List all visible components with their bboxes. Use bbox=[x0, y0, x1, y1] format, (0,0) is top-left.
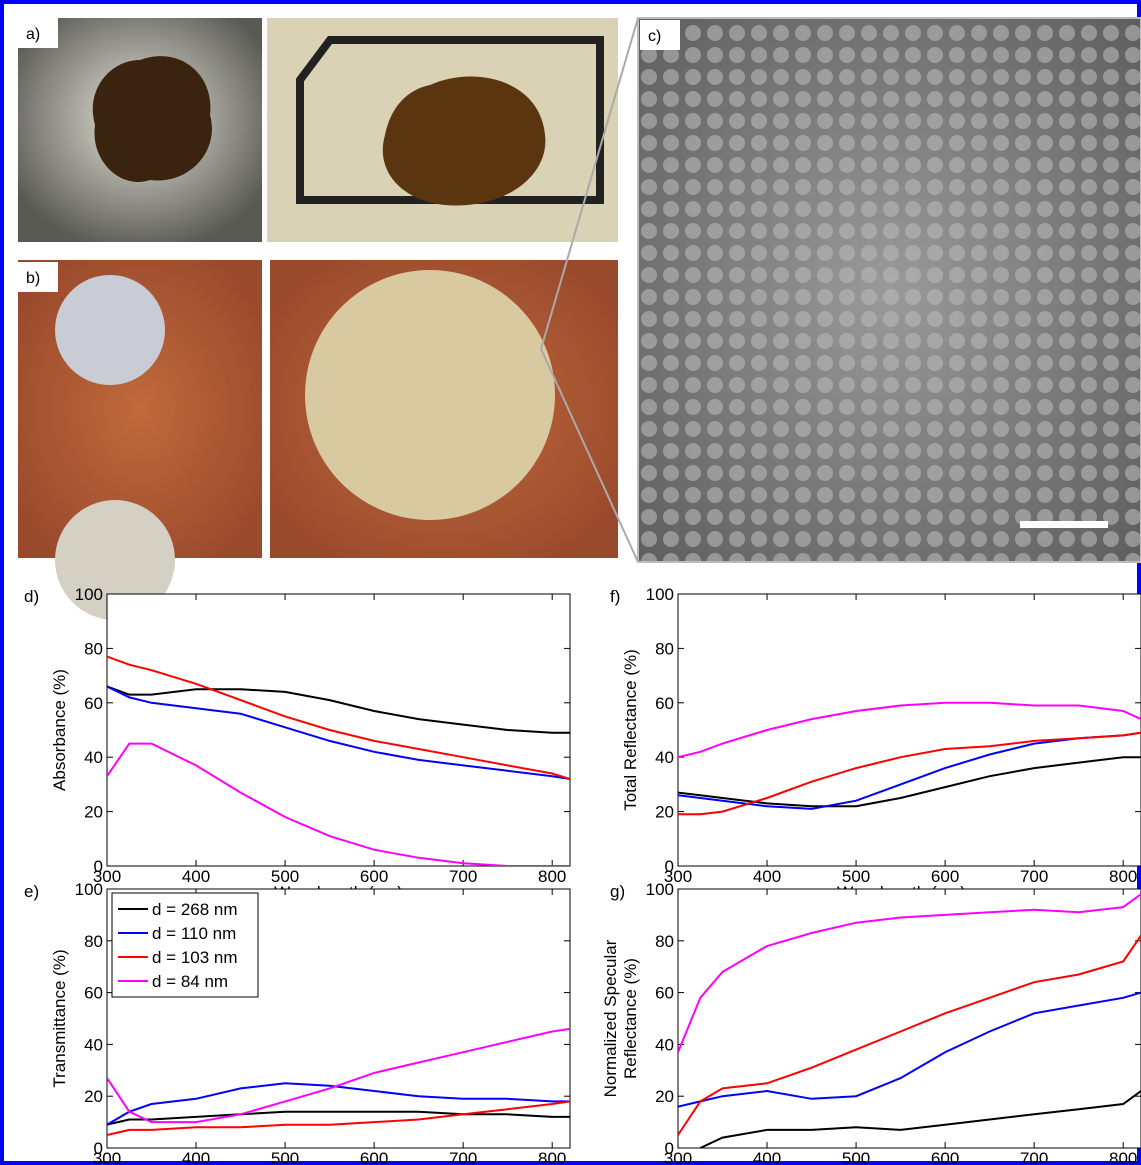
x-tick-label: 400 bbox=[753, 867, 781, 886]
y-tick-label: 100 bbox=[646, 585, 674, 604]
x-tick-label: 700 bbox=[1020, 867, 1048, 886]
x-tick-label: 700 bbox=[449, 1149, 477, 1165]
x-tick-label: 300 bbox=[664, 1149, 692, 1165]
y-tick-label: 100 bbox=[75, 585, 103, 604]
x-tick-label: 800 bbox=[1109, 1149, 1137, 1165]
x-tick-label: 800 bbox=[1109, 867, 1137, 886]
x-tick-label: 600 bbox=[931, 1149, 959, 1165]
x-tick-label: 700 bbox=[1020, 1149, 1048, 1165]
x-tick-label: 500 bbox=[842, 1149, 870, 1165]
panel-label: g) bbox=[610, 882, 625, 901]
panel-label: c) bbox=[648, 28, 661, 45]
axes-box bbox=[678, 594, 1141, 866]
panel-label: e) bbox=[24, 882, 39, 901]
panel-label: a) bbox=[26, 26, 40, 43]
y-axis-label: Total Reflectance (%) bbox=[621, 649, 640, 811]
y-tick-label: 20 bbox=[655, 1087, 674, 1106]
y-tick-label: 80 bbox=[655, 932, 674, 951]
legend-label: d = 84 nm bbox=[152, 972, 228, 991]
legend-label: d = 103 nm bbox=[152, 948, 238, 967]
y-tick-label: 60 bbox=[84, 694, 103, 713]
x-tick-label: 800 bbox=[538, 867, 566, 886]
y-tick-label: 20 bbox=[84, 1087, 103, 1106]
x-tick-label: 400 bbox=[182, 867, 210, 886]
y-tick-label: 100 bbox=[75, 880, 103, 899]
x-tick-label: 600 bbox=[360, 1149, 388, 1165]
x-tick-label: 300 bbox=[93, 1149, 121, 1165]
y-tick-label: 20 bbox=[84, 803, 103, 822]
x-tick-label: 700 bbox=[449, 867, 477, 886]
y-tick-label: 40 bbox=[655, 1035, 674, 1054]
y-tick-label: 60 bbox=[655, 694, 674, 713]
photo-shape bbox=[93, 56, 212, 182]
panel-label: b) bbox=[26, 270, 40, 287]
panel-label: d) bbox=[24, 587, 39, 606]
legend-label: d = 110 nm bbox=[152, 924, 236, 943]
figure: a) b) c) d)02040608010030040050060070080… bbox=[0, 0, 1141, 1165]
y-tick-label: 60 bbox=[655, 984, 674, 1003]
scale-bar bbox=[1020, 521, 1108, 528]
y-axis-label: Absorbance (%) bbox=[50, 669, 69, 791]
y-axis-label: Reflectance (%) bbox=[621, 958, 640, 1079]
photo-texture bbox=[638, 18, 1141, 562]
y-tick-label: 40 bbox=[655, 748, 674, 767]
y-tick-label: 20 bbox=[655, 803, 674, 822]
x-tick-label: 800 bbox=[538, 1149, 566, 1165]
y-tick-label: 80 bbox=[84, 932, 103, 951]
legend-label: d = 268 nm bbox=[152, 900, 238, 919]
x-tick-label: 500 bbox=[271, 1149, 299, 1165]
y-tick-label: 40 bbox=[84, 1035, 103, 1054]
panel-label: f) bbox=[610, 587, 620, 606]
y-axis-label: Transmittance (%) bbox=[50, 949, 69, 1087]
y-tick-label: 80 bbox=[655, 639, 674, 658]
photo-shape bbox=[55, 275, 165, 385]
y-tick-label: 60 bbox=[84, 984, 103, 1003]
y-tick-label: 40 bbox=[84, 748, 103, 767]
photo-shape bbox=[305, 270, 555, 520]
y-axis-label: Normalized Specular bbox=[601, 939, 620, 1097]
x-tick-label: 400 bbox=[753, 1149, 781, 1165]
y-tick-label: 100 bbox=[646, 880, 674, 899]
x-tick-label: 400 bbox=[182, 1149, 210, 1165]
y-tick-label: 80 bbox=[84, 639, 103, 658]
